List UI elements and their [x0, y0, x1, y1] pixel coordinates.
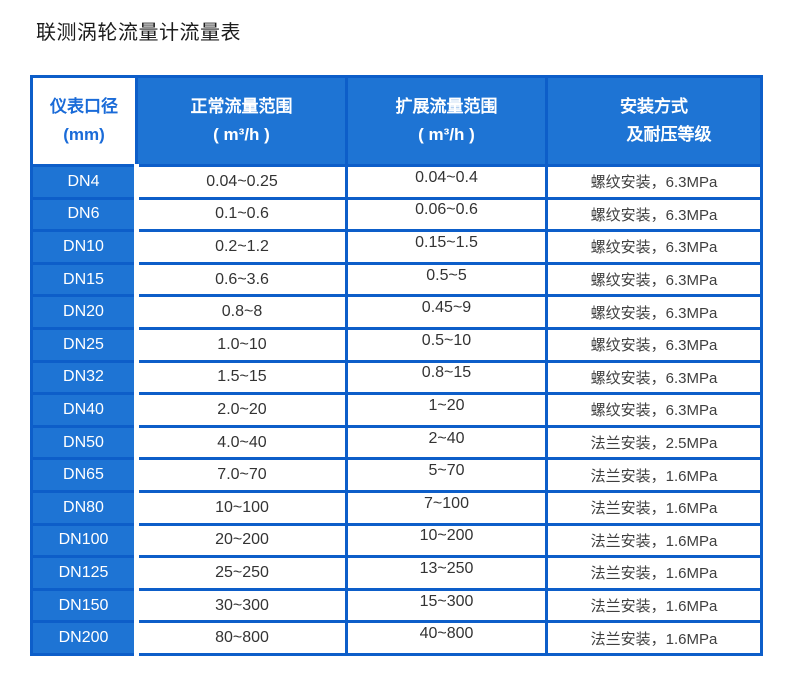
page-title: 联测涡轮流量计流量表: [36, 22, 241, 44]
header-extended-line2: ( m³/h ): [418, 125, 475, 144]
table-row: DN50 4.0~40 2~40 法兰安装，2.5MPa: [30, 424, 763, 461]
table-row: DN32 1.5~15 0.8~15 螺纹安装，6.3MPa: [30, 359, 763, 396]
header-cell-normal-range: 正常流量范围 ( m³/h ): [135, 75, 348, 167]
cell-installation: 螺纹安装，6.3MPa: [545, 326, 763, 363]
cell-installation: 法兰安装，1.6MPa: [545, 522, 763, 559]
header-cell-extended-range: 扩展流量范围 ( m³/h ): [345, 75, 548, 167]
header-diameter-line1: 仪表口径: [50, 96, 118, 116]
cell-normal-range: 2.0~20: [135, 392, 348, 428]
cell-extended-range: 7~100: [345, 489, 548, 526]
cell-installation: 螺纹安装，6.3MPa: [545, 359, 763, 396]
cell-normal-range: 0.2~1.2: [135, 229, 348, 265]
table-row: DN40 2.0~20 1~20 螺纹安装，6.3MPa: [30, 392, 763, 428]
cell-extended-range: 0.45~9: [345, 294, 548, 330]
cell-extended-range: 40~800: [345, 620, 548, 656]
cell-diameter: DN100: [30, 522, 139, 559]
cell-installation: 螺纹安装，6.3MPa: [545, 294, 763, 330]
table-row: DN20 0.8~8 0.45~9 螺纹安装，6.3MPa: [30, 294, 763, 330]
table-row: DN25 1.0~10 0.5~10 螺纹安装，6.3MPa: [30, 326, 763, 363]
cell-installation: 法兰安装，1.6MPa: [545, 620, 763, 656]
cell-installation: 法兰安装，1.6MPa: [545, 457, 763, 493]
cell-normal-range: 1.5~15: [135, 359, 348, 396]
table-row: DN200 80~800 40~800 法兰安装，1.6MPa: [30, 620, 763, 656]
cell-extended-range: 0.5~10: [345, 326, 548, 363]
cell-installation: 法兰安装，2.5MPa: [545, 424, 763, 461]
cell-installation: 螺纹安装，6.3MPa: [545, 261, 763, 298]
cell-extended-range: 2~40: [345, 424, 548, 461]
cell-normal-range: 4.0~40: [135, 424, 348, 461]
cell-diameter: DN40: [30, 392, 139, 428]
cell-diameter: DN200: [30, 620, 139, 656]
header-install-line1: 安装方式: [620, 96, 688, 116]
table-row: DN100 20~200 10~200 法兰安装，1.6MPa: [30, 522, 763, 559]
cell-normal-range: 25~250: [135, 555, 348, 591]
cell-normal-range: 1.0~10: [135, 326, 348, 363]
cell-normal-range: 0.1~0.6: [135, 196, 348, 233]
cell-normal-range: 10~100: [135, 489, 348, 526]
table-header-row: 仪表口径 (mm) 正常流量范围 ( m³/h ) 扩展流量范围 ( m³/h …: [30, 75, 763, 167]
cell-diameter: DN4: [30, 164, 139, 200]
cell-extended-range: 0.15~1.5: [345, 229, 548, 265]
cell-extended-range: 5~70: [345, 457, 548, 493]
cell-diameter: DN25: [30, 326, 139, 363]
cell-extended-range: 15~300: [345, 587, 548, 624]
cell-extended-range: 0.06~0.6: [345, 196, 548, 233]
cell-installation: 螺纹安装，6.3MPa: [545, 196, 763, 233]
cell-extended-range: 10~200: [345, 522, 548, 559]
table-row: DN10 0.2~1.2 0.15~1.5 螺纹安装，6.3MPa: [30, 229, 763, 265]
header-cell-installation: 安装方式 及耐压等级: [545, 75, 763, 167]
cell-installation: 螺纹安装，6.3MPa: [545, 164, 763, 200]
cell-diameter: DN125: [30, 555, 139, 591]
cell-diameter: DN6: [30, 196, 139, 233]
table-row: DN150 30~300 15~300 法兰安装，1.6MPa: [30, 587, 763, 624]
cell-normal-range: 0.8~8: [135, 294, 348, 330]
cell-diameter: DN10: [30, 229, 139, 265]
table-row: DN6 0.1~0.6 0.06~0.6 螺纹安装，6.3MPa: [30, 196, 763, 233]
cell-extended-range: 0.04~0.4: [345, 164, 548, 200]
cell-installation: 螺纹安装，6.3MPa: [545, 229, 763, 265]
cell-installation: 法兰安装，1.6MPa: [545, 489, 763, 526]
cell-installation: 法兰安装，1.6MPa: [545, 587, 763, 624]
cell-diameter: DN32: [30, 359, 139, 396]
header-cell-diameter: 仪表口径 (mm): [30, 75, 138, 167]
header-normal-line2: ( m³/h ): [213, 125, 270, 144]
cell-diameter: DN20: [30, 294, 139, 330]
cell-normal-range: 30~300: [135, 587, 348, 624]
flow-spec-table: 仪表口径 (mm) 正常流量范围 ( m³/h ) 扩展流量范围 ( m³/h …: [30, 75, 763, 656]
table-row: DN15 0.6~3.6 0.5~5 螺纹安装，6.3MPa: [30, 261, 763, 298]
cell-extended-range: 0.5~5: [345, 261, 548, 298]
table-row: DN65 7.0~70 5~70 法兰安装，1.6MPa: [30, 457, 763, 493]
cell-installation: 法兰安装，1.6MPa: [545, 555, 763, 591]
header-install-line2: 及耐压等级: [626, 125, 712, 144]
cell-diameter: DN65: [30, 457, 139, 493]
cell-installation: 螺纹安装，6.3MPa: [545, 392, 763, 428]
cell-normal-range: 0.6~3.6: [135, 261, 348, 298]
cell-normal-range: 80~800: [135, 620, 348, 656]
header-diameter-line2: (mm): [63, 125, 105, 144]
table-body: DN4 0.04~0.25 0.04~0.4 螺纹安装，6.3MPa DN6 0…: [30, 164, 763, 656]
cell-diameter: DN50: [30, 424, 139, 461]
cell-normal-range: 7.0~70: [135, 457, 348, 493]
header-extended-line1: 扩展流量范围: [395, 96, 498, 116]
cell-diameter: DN15: [30, 261, 139, 298]
cell-diameter: DN80: [30, 489, 139, 526]
cell-normal-range: 20~200: [135, 522, 348, 559]
cell-extended-range: 1~20: [345, 392, 548, 428]
table-row: DN125 25~250 13~250 法兰安装，1.6MPa: [30, 555, 763, 591]
table-row: DN4 0.04~0.25 0.04~0.4 螺纹安装，6.3MPa: [30, 164, 763, 200]
cell-extended-range: 13~250: [345, 555, 548, 591]
header-normal-line1: 正常流量范围: [190, 96, 293, 116]
cell-extended-range: 0.8~15: [345, 359, 548, 396]
cell-normal-range: 0.04~0.25: [135, 164, 348, 200]
table-row: DN80 10~100 7~100 法兰安装，1.6MPa: [30, 489, 763, 526]
table-header: 仪表口径 (mm) 正常流量范围 ( m³/h ) 扩展流量范围 ( m³/h …: [30, 75, 763, 167]
cell-diameter: DN150: [30, 587, 139, 624]
